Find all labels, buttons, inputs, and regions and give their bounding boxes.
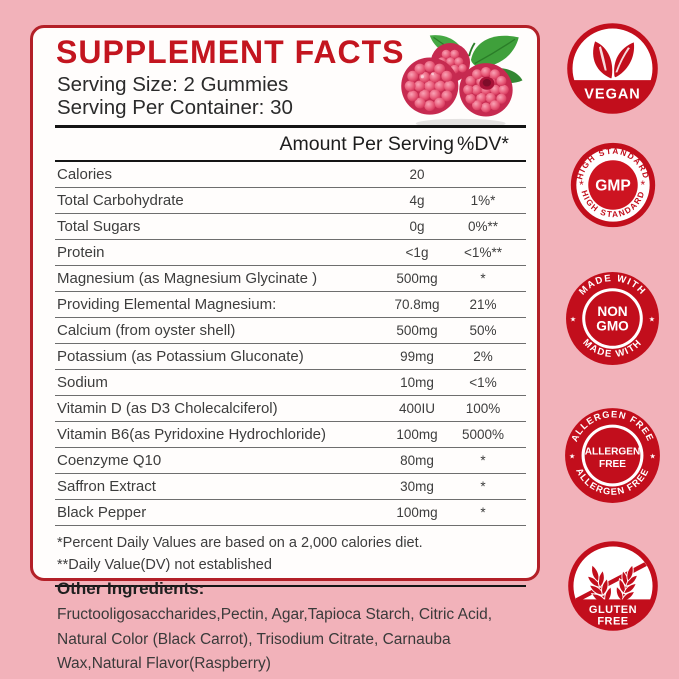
gluten-line1: GLUTEN [589, 604, 637, 616]
serving-info: Serving Size: 2 Gummies Serving Per Cont… [57, 73, 293, 119]
other-ingredients: Other Ingredients: Fructooligosaccharide… [57, 579, 537, 677]
nutrient-dv: * [480, 453, 486, 468]
nutrient-amount: 70.8mg [394, 297, 440, 312]
slash-line [573, 559, 653, 604]
nutrient-dv: 0%** [467, 219, 499, 234]
other-ingredients-heading: Other Ingredients: [57, 579, 205, 598]
gluten-free-badge: GLUTEN FREE [567, 540, 659, 632]
nutrient-name: Vitamin D (as D3 Cholecalciferol) [57, 400, 278, 417]
serving-per-container: Serving Per Container: 30 [57, 96, 293, 119]
table-header: Amount Per Serving %DV* [55, 125, 526, 162]
nutrient-dv: * [480, 505, 486, 520]
star-icon: ★ [649, 316, 655, 324]
serving-size: Serving Size: 2 Gummies [57, 73, 289, 96]
nutrient-dv: 100% [465, 401, 501, 416]
nutrient-name: Coenzyme Q10 [57, 452, 162, 469]
header-dv: %DV* [456, 132, 510, 155]
gluten-line2: FREE [597, 615, 628, 627]
berry-left [401, 57, 459, 115]
nutrient-amount: 99mg [400, 349, 434, 364]
wheat-icon [585, 563, 640, 606]
nutrient-name: Providing Elemental Magnesium: [57, 296, 277, 313]
gmp-badge: HIGH STANDARD HIGH STANDARD * * GMP [569, 141, 657, 229]
supplement-facts-panel: SUPPLEMENT FACTS Serving Size: 2 Gummies… [30, 25, 540, 587]
non-gmo-badge: MADE WITH MADE WITH ★ ★ NON GMO [564, 270, 661, 367]
nutrient-name: Calcium (from oyster shell) [57, 322, 236, 339]
star-icon: ★ [649, 452, 655, 461]
footnotes: *Percent Daily Values are based on a 2,0… [55, 526, 526, 587]
nutrient-dv: * [480, 271, 486, 286]
nutrient-dv: 5000% [461, 427, 505, 442]
nutrient-name: Total Sugars [57, 218, 141, 235]
footnote-not-established: **Daily Value(DV) not established [57, 556, 272, 573]
non-gmo-line2: GMO [596, 319, 629, 334]
nutrient-amount: <1g [405, 245, 429, 260]
nutrient-amount: 10mg [400, 375, 434, 390]
nutrient-dv: * [480, 479, 486, 494]
nutrient-amount: 500mg [396, 323, 438, 338]
star-icon: * [579, 178, 584, 192]
nutrient-dv: <1% [469, 375, 497, 390]
panel-title: SUPPLEMENT FACTS [56, 34, 405, 70]
footnote-dv: *Percent Daily Values are based on a 2,0… [57, 535, 423, 551]
nutrient-dv: 21% [469, 297, 497, 312]
star-icon: ★ [570, 316, 576, 324]
nutrient-name: Calories [57, 166, 113, 183]
nutrient-name: Magnesium (as Magnesium Glycinate ) [57, 270, 318, 287]
nutrient-amount: 500mg [396, 271, 438, 286]
nutrient-amount: 0g [409, 219, 425, 234]
table-row: Total Carbohydrate 4g 1%* [55, 188, 526, 214]
nutrient-amount: 100mg [396, 505, 438, 520]
nutrient-name: Sodium [57, 374, 108, 391]
other-ingredients-line: Wax,Natural Flavor(Raspberry) [57, 655, 271, 672]
berry-right [459, 63, 513, 117]
nutrient-dv: 2% [473, 349, 493, 364]
nutrient-name: Saffron Extract [57, 478, 156, 495]
star-icon: * [641, 178, 646, 192]
table-row: Potassium (as Potassium Gluconate) 99mg 2% [55, 344, 526, 370]
leaf-icon [593, 41, 635, 79]
table-row: Providing Elemental Magnesium: 70.8mg 21% [55, 292, 526, 318]
nutrient-amount: 4g [409, 193, 425, 208]
table-row: Calcium (from oyster shell) 500mg 50% [55, 318, 526, 344]
table-row: Sodium 10mg <1% [55, 370, 526, 396]
table-row: Coenzyme Q10 80mg * [55, 448, 526, 474]
vegan-badge: VEGAN [566, 22, 659, 115]
table-row: Black Pepper 100mg * [55, 500, 526, 526]
table-row: Protein <1g <1%** [55, 240, 526, 266]
nutrient-name: Black Pepper [57, 504, 147, 521]
nutrient-amount: 400IU [398, 401, 436, 416]
nutrient-amount: 100mg [396, 427, 438, 442]
table-row: Total Sugars 0g 0%** [55, 214, 526, 240]
nutrient-dv: <1%** [464, 245, 502, 260]
raspberry-illustration [401, 35, 523, 129]
other-ingredients-line: Natural Color (Black Carrot), Trisodium … [57, 630, 451, 648]
allergen-free-badge: ALLERGEN FREE ALLERGEN FREE ★ ★ ALLERGEN… [563, 406, 662, 505]
nutrient-name: Protein [57, 244, 105, 261]
facts-table: Amount Per Serving %DV* Calories 20 Total… [55, 125, 526, 587]
allergen-line2: FREE [599, 459, 626, 470]
header-amount-per-serving: Amount Per Serving [279, 132, 454, 155]
other-ingredients-line: Fructooligosaccharides,Pectin, Agar,Tapi… [57, 606, 493, 623]
non-gmo-line1: NON [597, 304, 627, 319]
allergen-line1: ALLERGEN [585, 446, 641, 457]
table-row: Vitamin D (as D3 Cholecalciferol) 400IU 10… [55, 396, 526, 422]
gmp-label: GMP [595, 178, 630, 195]
nutrient-dv: 1%* [470, 193, 496, 208]
nutrient-dv: 50% [469, 323, 497, 338]
table-row: Vitamin B6(as Pyridoxine Hydrochloride) 1… [55, 422, 526, 448]
nutrient-amount: 30mg [400, 479, 434, 494]
table-row: Calories 20 [55, 162, 526, 188]
nutrient-name: Potassium (as Potassium Gluconate) [57, 348, 304, 365]
nutrient-amount: 80mg [400, 453, 434, 468]
nutrient-name: Total Carbohydrate [57, 192, 184, 209]
table-row: Saffron Extract 30mg * [55, 474, 526, 500]
table-row: Magnesium (as Magnesium Glycinate ) 500mg… [55, 266, 526, 292]
star-icon: ★ [569, 452, 575, 461]
vegan-label: VEGAN [584, 87, 640, 103]
nutrient-name: Vitamin B6(as Pyridoxine Hydrochloride) [57, 426, 327, 443]
nutrient-amount: 20 [409, 167, 425, 182]
